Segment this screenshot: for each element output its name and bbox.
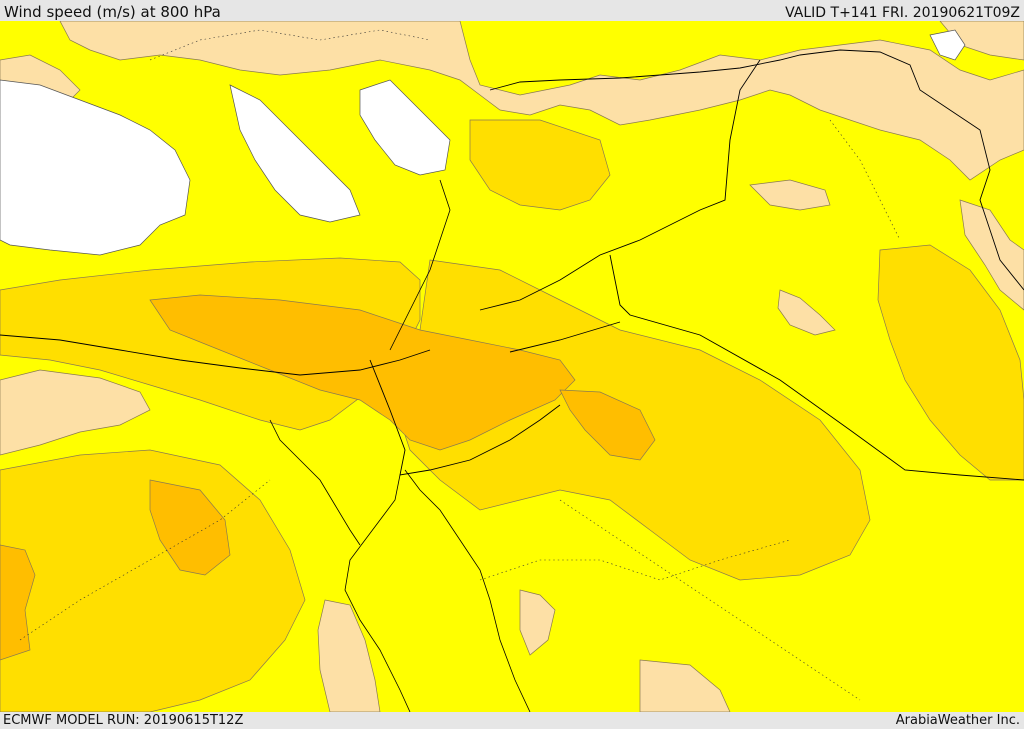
footer-bar: ECMWF MODEL RUN: 20190615T12Z ArabiaWeat… <box>0 712 1024 729</box>
country-borders <box>0 49 1024 481</box>
calm-region-north <box>59 21 1024 181</box>
wind-band-level-2-sinai <box>469 119 611 211</box>
calm-pocket-libya <box>0 369 151 456</box>
calm-pocket-gulf <box>749 179 831 211</box>
credit: ArabiaWeather Inc. <box>895 713 1020 728</box>
sea-no-data-cyprus <box>229 84 361 223</box>
wind-speed-map <box>0 21 1024 712</box>
wind-band-level-3-libya <box>0 544 36 661</box>
sea-no-data-levant <box>359 79 451 176</box>
wind-band-level-3-jordan <box>559 389 656 461</box>
internal-borders <box>19 29 901 701</box>
calm-pocket-saudi <box>519 589 556 656</box>
wind-band-level-3-east-med <box>149 294 576 451</box>
wind-band-level-2-south <box>0 449 306 712</box>
map-title: Wind speed (m/s) at 800 hPa <box>4 3 221 21</box>
valid-time: VALID T+141 FRI. 20190621T09Z <box>785 5 1020 21</box>
model-run: ECMWF MODEL RUN: 20190615T12Z <box>3 713 244 728</box>
calm-pocket-sudan <box>317 599 381 712</box>
coastlines <box>269 179 531 712</box>
sea-no-data-caspian <box>929 29 966 61</box>
calm-region-iran-south <box>959 199 1024 311</box>
calm-pocket-red-sea-coast <box>639 659 731 712</box>
map-canvas <box>0 21 1024 712</box>
wind-band-level-2-east <box>877 244 1024 481</box>
calm-pocket-iraq <box>777 289 836 336</box>
header-bar: Wind speed (m/s) at 800 hPa VALID T+141 … <box>0 0 1024 21</box>
sea-no-data-aegean <box>0 79 191 256</box>
wind-band-level-3-egypt <box>149 479 231 576</box>
